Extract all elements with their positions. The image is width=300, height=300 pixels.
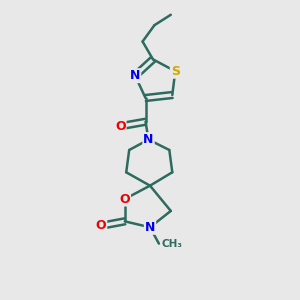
Text: N: N [130,69,140,82]
Text: N: N [145,221,155,234]
Text: S: S [171,65,180,78]
Text: O: O [96,219,106,232]
Text: O: O [115,120,126,133]
Text: CH₃: CH₃ [161,238,182,249]
Text: N: N [143,133,154,146]
Text: O: O [119,193,130,206]
